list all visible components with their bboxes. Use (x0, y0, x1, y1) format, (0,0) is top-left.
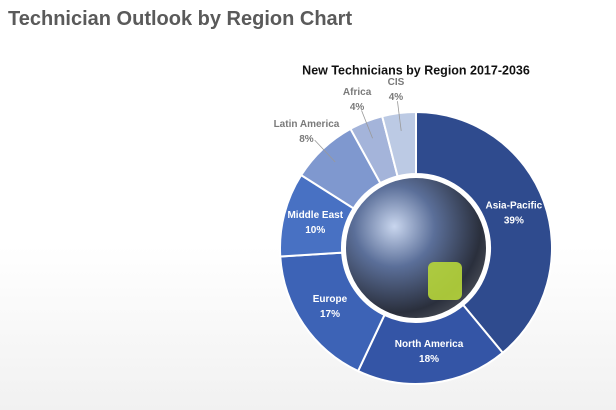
slice-value-label: 4% (389, 92, 404, 103)
photo-worker (428, 262, 462, 300)
slice-value-label: 18% (419, 354, 439, 365)
chart-title: New Technicians by Region 2017-2036 (302, 63, 530, 77)
slice-value-label: 8% (299, 134, 314, 145)
slice-label: Middle East (287, 210, 343, 221)
leader-line (397, 101, 402, 131)
slice-label: CIS (388, 77, 405, 88)
slice-label: North America (395, 339, 464, 350)
slice-value-label: 17% (320, 309, 340, 320)
slice-label: Europe (313, 294, 348, 305)
page-heading: Technician Outlook by Region Chart (8, 8, 353, 30)
slice-label: Asia-Pacific (486, 200, 543, 211)
slice-value-label: 10% (305, 225, 325, 236)
slice-value-label: 39% (504, 215, 524, 226)
slice-label: Latin America (274, 119, 340, 130)
slice-label: Africa (343, 87, 372, 98)
slice-value-label: 4% (350, 102, 365, 113)
leader-line (314, 139, 336, 163)
leader-line (361, 110, 373, 139)
center-photo (342, 174, 490, 322)
